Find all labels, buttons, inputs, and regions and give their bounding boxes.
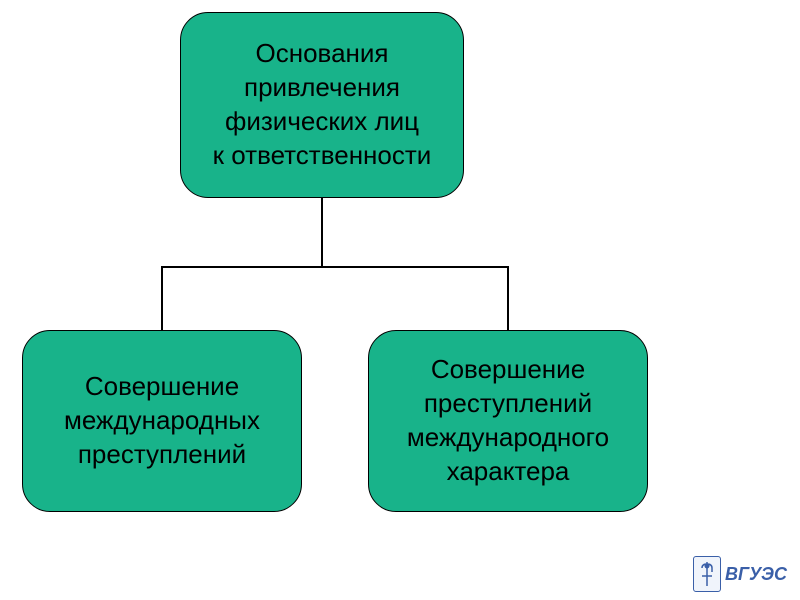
logo-text: ВГУЭС xyxy=(725,564,787,585)
logo: ВГУЭС xyxy=(693,556,787,592)
connector-right-down xyxy=(507,266,509,330)
connector-root-down xyxy=(321,198,323,268)
logo-icon xyxy=(693,556,721,592)
right-node-text: Совершение преступлений международного х… xyxy=(407,353,609,488)
left-node: Совершение международных преступлений xyxy=(22,330,302,512)
root-node: Основания привлечения физических лиц к о… xyxy=(180,12,464,198)
connector-horizontal xyxy=(161,266,509,268)
right-node: Совершение преступлений международного х… xyxy=(368,330,648,512)
connector-left-down xyxy=(161,266,163,330)
left-node-text: Совершение международных преступлений xyxy=(64,370,260,471)
root-node-text: Основания привлечения физических лиц к о… xyxy=(213,37,432,172)
